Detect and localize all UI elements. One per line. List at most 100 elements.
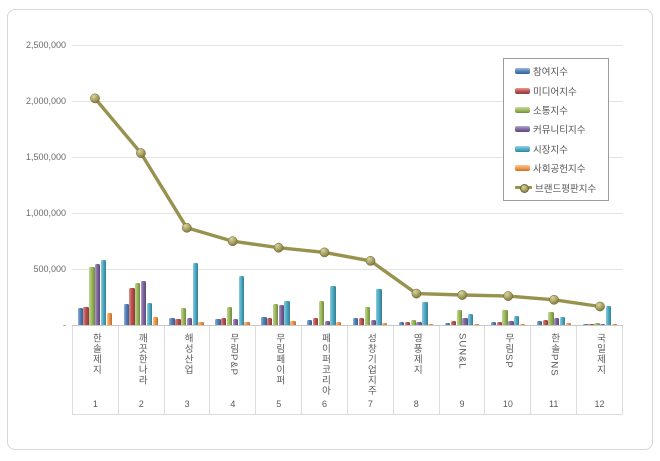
bar-참여지수 — [307, 320, 313, 325]
bar-커뮤니티지수 — [462, 318, 468, 325]
x-axis-category-label: SUN&L — [456, 333, 468, 370]
bar-커뮤니티지수 — [232, 319, 239, 325]
legend-item: 커뮤니티지수 — [515, 120, 608, 139]
x-axis-cell: SUN&L 9 — [440, 326, 486, 414]
y-axis-label: 2,000,000 — [25, 96, 66, 106]
line-marker — [273, 242, 284, 253]
bar-커뮤니티지수 — [370, 320, 376, 325]
bar-참여지수 — [399, 321, 405, 325]
x-axis-cell: 페이퍼코리아 6 — [302, 326, 348, 414]
bar-참여지수 — [123, 304, 129, 325]
x-axis-cell: 무림페이퍼 5 — [256, 326, 303, 414]
legend-bar-swatch-icon — [515, 68, 530, 75]
bar-소통지수 — [135, 283, 141, 325]
legend-item: 미디어지수 — [515, 81, 608, 100]
x-axis-rank-number: 3 — [184, 399, 190, 409]
bar-소통지수 — [272, 304, 279, 325]
x-axis-cell: 깨끗한나라 2 — [119, 326, 165, 414]
bar-사회공헌지수 — [290, 320, 296, 325]
legend-bar-swatch-icon — [515, 126, 530, 133]
bar-사회공헌지수 — [611, 324, 617, 325]
x-axis-category-label: 한솔PNS — [548, 333, 560, 377]
bar-사회공헌지수 — [382, 322, 388, 325]
x-axis-category-label: 성창기업지주 — [365, 333, 377, 396]
gridline — [72, 213, 623, 214]
legend-bar-swatch-icon — [515, 107, 530, 114]
y-axis-label: 500,000 — [33, 264, 66, 274]
bar-소통지수 — [181, 308, 187, 325]
line-marker — [136, 148, 146, 158]
bar-시장지수 — [284, 300, 290, 325]
bar-소통지수 — [502, 309, 508, 325]
bar-소통지수 — [226, 306, 233, 325]
line-marker — [181, 222, 192, 233]
bar-커뮤니티지수 — [278, 305, 284, 325]
bar-시장지수 — [468, 314, 474, 325]
bar-시장지수 — [100, 259, 107, 325]
gridline — [72, 45, 623, 46]
legend-bar-swatch-icon — [515, 145, 530, 152]
bar-소통지수 — [318, 300, 325, 325]
bar-시장지수 — [330, 285, 336, 325]
legend-label: 참여지수 — [533, 67, 568, 79]
bar-커뮤니티지수 — [324, 320, 330, 325]
x-axis-cell: 무림SP 10 — [485, 326, 532, 414]
bar-사회공헌지수 — [473, 324, 480, 325]
y-axis-label: - — [63, 320, 66, 330]
x-axis-rank-number: 8 — [413, 399, 419, 409]
x-axis-category-label: 무림SP — [502, 333, 514, 369]
bar-사회공헌지수 — [106, 312, 112, 325]
bar-소통지수 — [456, 309, 462, 325]
line-marker — [595, 301, 605, 312]
bar-커뮤니티지수 — [508, 320, 514, 325]
bar-시장지수 — [422, 302, 428, 325]
line-marker — [227, 236, 238, 247]
legend-item: 시장지수 — [515, 139, 608, 158]
line-marker — [365, 256, 376, 266]
x-axis-category-label: 페이퍼코리아 — [319, 333, 331, 396]
legend-label: 소통지수 — [533, 106, 568, 118]
bar-시장지수 — [376, 289, 382, 325]
bar-사회공헌지수 — [152, 316, 158, 325]
gridline — [72, 157, 623, 158]
bar-참여지수 — [77, 308, 83, 325]
bar-소통지수 — [89, 267, 95, 325]
x-axis-table: 한솔제지 1 깨끗한나라 2 해성산업 3 무림P&P 4 무림페이퍼 5 페이퍼코리아 6 성창기업지… — [72, 326, 623, 415]
legend-label: 미디어지수 — [533, 86, 577, 98]
legend-item: 브랜드평판지수 — [515, 178, 608, 197]
bar-시장지수 — [514, 315, 520, 325]
bar-미디어지수 — [404, 322, 411, 325]
x-axis-category-label: 영풍제지 — [411, 333, 423, 375]
bar-미디어지수 — [312, 318, 319, 325]
y-axis-label: 1,500,000 — [25, 152, 66, 162]
chart-frame-border — [7, 9, 653, 450]
bar-참여지수 — [215, 318, 221, 325]
x-axis-rank-number: 12 — [594, 399, 605, 409]
line-marker — [90, 93, 100, 104]
bar-참여지수 — [490, 322, 497, 325]
legend-label: 사회공헌지수 — [533, 164, 586, 176]
legend-bar-swatch-icon — [515, 165, 530, 172]
bar-커뮤니티지수 — [554, 318, 560, 325]
bar-사회공헌지수 — [198, 321, 204, 325]
gridline — [72, 269, 623, 270]
bar-참여지수 — [261, 316, 267, 325]
bar-미디어지수 — [129, 288, 135, 325]
x-axis-cell: 무림P&P 4 — [210, 326, 257, 414]
bar-미디어지수 — [496, 321, 502, 325]
bar-참여지수 — [444, 323, 451, 325]
x-axis-rank-number: 7 — [367, 399, 373, 409]
bar-사회공헌지수 — [565, 322, 572, 325]
legend-item: 소통지수 — [515, 100, 608, 119]
legend-item: 참여지수 — [515, 62, 608, 81]
bar-참여지수 — [169, 318, 175, 325]
legend-bar-swatch-icon — [515, 87, 530, 94]
bar-커뮤니티지수 — [600, 323, 606, 325]
brand-index-line — [90, 93, 605, 312]
x-axis-rank-number: 5 — [276, 399, 282, 409]
bar-소통지수 — [548, 312, 554, 325]
bar-시장지수 — [559, 316, 566, 325]
bar-미디어지수 — [358, 318, 365, 325]
